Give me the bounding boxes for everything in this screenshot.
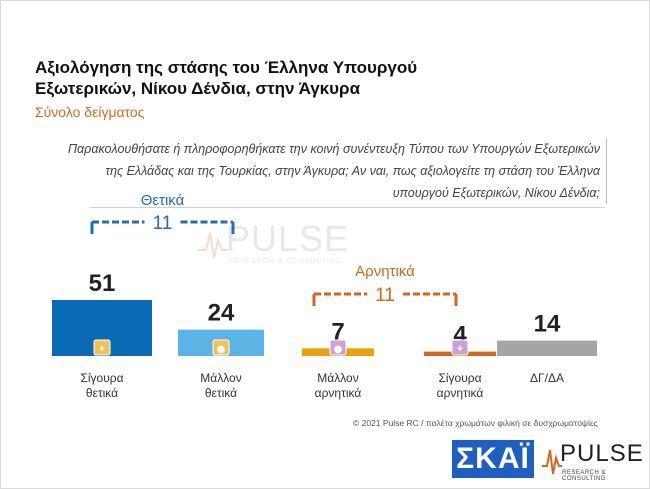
bar-value-label: 14 (534, 311, 561, 338)
pulse-logo-tagline: RESEARCH & CONSULTING (562, 470, 607, 482)
group-total-label: 11 (375, 285, 395, 306)
chart-subtitle: Σύνολο δείγματος (35, 104, 145, 120)
pulse-wave-icon (198, 231, 228, 259)
survey-question: Παρακολουθήσατε ή πληροφορηθήκατε την κο… (60, 138, 607, 204)
pulse-wave-icon (542, 449, 562, 475)
skai-logo: ΣΚΑΪ (452, 440, 534, 478)
pulse-watermark: PULSE RESEARCH & CONSULTING (198, 218, 348, 270)
chart-title: Αξιολόγηση της στάσης του Έλληνα Υπουργο… (35, 58, 418, 98)
svg-text:✦: ✦ (456, 344, 464, 355)
svg-text:✦: ✦ (98, 344, 106, 355)
category-label: αρνητικά (437, 386, 484, 400)
group-title: Θετικά (141, 192, 185, 209)
question-divider (90, 207, 605, 208)
watermark-word: PULSE (226, 218, 350, 259)
pulse-logo: PULSE RESEARCH & CONSULTING (542, 440, 644, 482)
bar-value-label: 24 (208, 300, 235, 327)
group-total-label: 11 (153, 213, 173, 234)
svg-text:●: ● (217, 344, 226, 355)
category-label: Σίγουρα (438, 371, 481, 385)
thumbs-up-icon: ● (212, 339, 230, 356)
category-label: Μάλλον (317, 371, 358, 385)
category-label: Μάλλον (200, 371, 241, 385)
thumbs-down-double-icon: ✦ (451, 339, 469, 356)
bar-5 (497, 340, 597, 356)
thumbs-up-double-icon: ✦ (93, 339, 111, 356)
watermark-tagline: RESEARCH & CONSULTING (228, 258, 342, 265)
bar-value-label: 51 (89, 270, 116, 297)
bar-value-label: 7 (331, 318, 344, 345)
pulse-logo-word: PULSE (560, 440, 644, 467)
category-label: Σίγουρα (80, 371, 123, 385)
svg-text:●: ● (334, 344, 343, 355)
category-label: θετικά (86, 386, 118, 400)
category-label: θετικά (205, 386, 237, 400)
group-title: Αρνητικά (355, 263, 415, 280)
thumbs-down-icon: ● (329, 339, 347, 356)
copyright-note: © 2021 Pulse RC / παλέτα χρωμάτων φιλική… (353, 418, 598, 428)
category-label: ΔΓ/ΔΑ (530, 371, 564, 385)
category-label: αρνητικά (315, 386, 362, 400)
